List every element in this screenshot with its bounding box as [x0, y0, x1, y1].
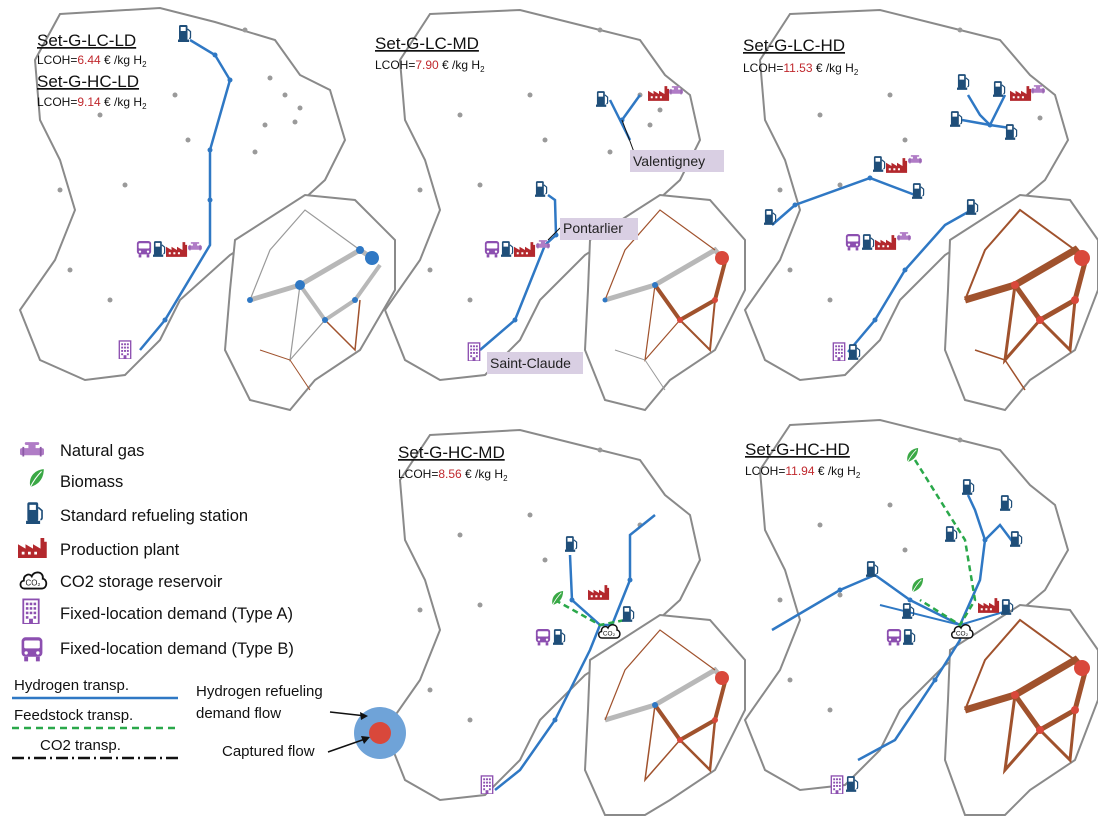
- natural-gas-icon: [20, 442, 44, 457]
- region-border: [743, 8, 1070, 382]
- network-inset-border: [223, 193, 396, 412]
- building-icon: [118, 340, 132, 359]
- network-nodes: [677, 671, 729, 743]
- building-icon: [480, 775, 494, 794]
- lcoh-label: LCOH=11.94 € /kg H2: [745, 464, 861, 480]
- factory-icon: [18, 538, 47, 558]
- building-icon: [832, 342, 846, 361]
- city-label: Valentigney: [633, 153, 705, 169]
- legend-label: Fixed-location demand (Type B): [60, 640, 294, 658]
- lcoh-label: LCOH=11.53 € /kg H2: [743, 61, 859, 77]
- feedstock-route: [913, 459, 977, 627]
- panel-title: Set-G-LC-LD: [37, 31, 136, 50]
- legend-label: Production plant: [60, 541, 180, 559]
- city-dots: [777, 27, 1043, 303]
- building-icon: [830, 775, 844, 794]
- city-label-box: [630, 150, 724, 172]
- city-dots: [417, 447, 643, 723]
- lcoh-label: LCOH=6.44 € /kg H2: [37, 53, 147, 69]
- building-icon: [22, 598, 40, 624]
- network-inset-border: [583, 193, 746, 412]
- region-border: [18, 6, 347, 382]
- legend-line-label: Feedstock transp.: [14, 707, 133, 724]
- network-inset-border: [943, 603, 1098, 816]
- legend-label: Biomass: [60, 473, 123, 491]
- panel-title: Set-G-HC-HD: [745, 440, 850, 459]
- building-icon: [467, 342, 481, 361]
- city-label-box: [560, 218, 638, 240]
- legend: Natural gas Biomass Standard refueling s…: [12, 442, 406, 760]
- city-label-box: [487, 352, 583, 374]
- city-label: Pontarlier: [563, 220, 623, 236]
- flow-inner-label: Captured flow: [222, 743, 315, 760]
- network-nodes: [247, 246, 379, 323]
- panel-lc-hd: Set-G-LC-HD LCOH=11.53 € /kg H2: [743, 8, 1098, 412]
- legend-label: Standard refueling station: [60, 507, 248, 525]
- fuel-pump-icon: [846, 775, 859, 792]
- feedstock-route: [554, 598, 626, 627]
- fuel-pump-icon: [26, 501, 43, 524]
- hydrogen-pipeline: [771, 176, 916, 226]
- panel-hc-md: Set-G-HC-MD LCOH=8.56 € /kg H2: [383, 428, 746, 816]
- panel-title: Set-G-HC-MD: [398, 443, 505, 462]
- panel-lc-md: Valentigney Pontarlier Saint-Claude Set-…: [375, 8, 746, 412]
- network-nodes: [1011, 250, 1090, 324]
- panel-lc-ld: Set-G-LC-LD LCOH=6.44 € /kg H2 Set-G-HC-…: [18, 6, 396, 412]
- city-dots: [57, 27, 303, 303]
- co2-cloud-icon: [19, 571, 48, 590]
- flow-outer-label: Hydrogen refueling: [196, 683, 323, 700]
- legend-label: CO2 storage reservoir: [60, 573, 223, 591]
- city-dots: [777, 437, 963, 713]
- city-dots: [417, 27, 663, 303]
- legend-label: Natural gas: [60, 442, 144, 460]
- panel-hc-hd: Set-G-HC-HD LCOH=11.94 € /kg H2: [743, 418, 1098, 816]
- city-label: Saint-Claude: [490, 355, 571, 371]
- legend-line-label: CO2 transp.: [40, 737, 121, 754]
- bus-icon: [21, 637, 43, 662]
- panel-title: Set-G-LC-MD: [375, 34, 479, 53]
- lcoh-label: LCOH=9.14 € /kg H2: [37, 95, 147, 111]
- flow-outer-label: demand flow: [196, 705, 281, 722]
- lcoh-label: LCOH=8.56 € /kg H2: [398, 467, 508, 483]
- legend-line-label: Hydrogen transp.: [14, 677, 129, 694]
- legend-label: Fixed-location demand (Type A): [60, 605, 293, 623]
- lcoh-label: LCOH=7.90 € /kg H2: [375, 58, 485, 74]
- flow-inner-circle: [369, 722, 391, 744]
- biomass-leaf-icon: [29, 468, 45, 488]
- hydrogen-pipeline: [479, 193, 558, 351]
- region-border: [383, 428, 702, 802]
- panel-title: Set-G-LC-HD: [743, 36, 845, 55]
- panel-title: Set-G-HC-LD: [37, 72, 139, 91]
- network-nodes: [1011, 660, 1090, 734]
- network-nodes: [677, 251, 729, 323]
- network-inset-border: [943, 193, 1098, 412]
